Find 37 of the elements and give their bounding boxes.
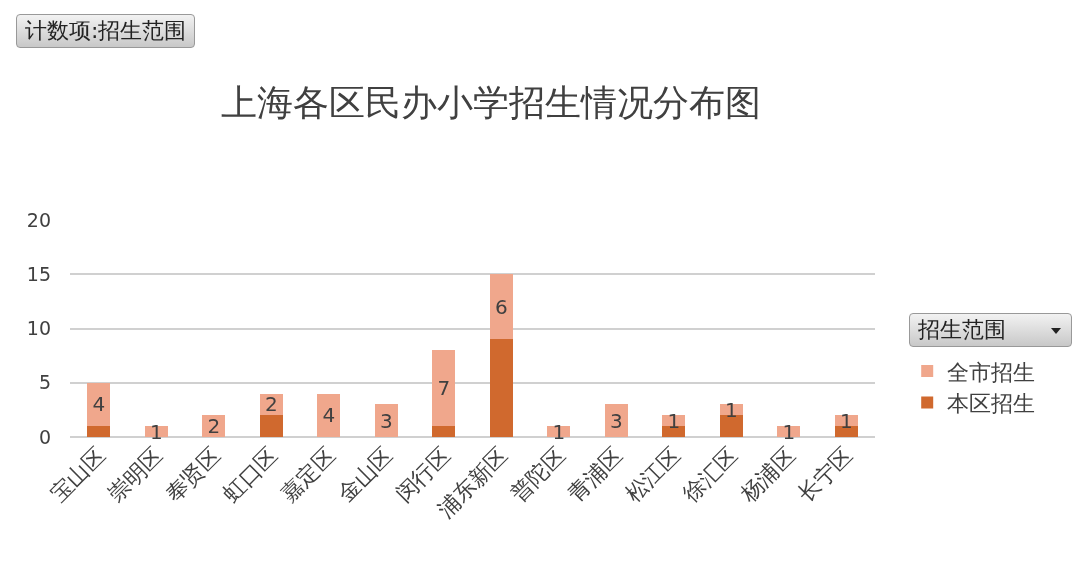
legend-label: 本区招生 (947, 391, 1036, 417)
bar (604, 404, 628, 437)
bar (317, 393, 341, 437)
bar (374, 404, 398, 437)
data-label: 2 (264, 392, 278, 417)
bar (87, 382, 111, 427)
bar (87, 426, 111, 437)
data-label: 3 (379, 408, 393, 433)
bar (432, 350, 456, 427)
data-label: 1 (782, 419, 796, 444)
y-tick-label: 10 (26, 317, 51, 340)
y-tick-label: 15 (26, 262, 51, 285)
data-label: 1 (667, 408, 681, 433)
chart-title: 上海各区民办小学招生情况分布图 (221, 82, 762, 124)
bar (259, 415, 283, 437)
bar (662, 426, 686, 437)
data-label: 1 (724, 397, 738, 422)
data-label: 6 (494, 294, 508, 319)
bar (489, 274, 513, 340)
bar (432, 426, 456, 437)
data-label: 7 (437, 376, 451, 401)
data-label: 4 (322, 403, 336, 428)
legend-label: 全市招生 (947, 359, 1036, 385)
data-label: 1 (552, 419, 566, 444)
bar (719, 415, 743, 437)
data-label: 1 (149, 419, 163, 444)
y-tick-label: 5 (38, 371, 51, 394)
bar (489, 339, 513, 437)
data-label: 3 (609, 408, 623, 433)
data-label: 4 (92, 392, 106, 417)
data-label: 1 (839, 408, 853, 433)
y-tick-label: 0 (38, 425, 51, 448)
text: 计数项:招生范围 (16, 14, 196, 48)
legend-title: 招生范围 (918, 317, 1006, 342)
data-label: 2 (207, 414, 221, 439)
bar (834, 426, 858, 437)
y-tick-label: 20 (26, 208, 51, 231)
